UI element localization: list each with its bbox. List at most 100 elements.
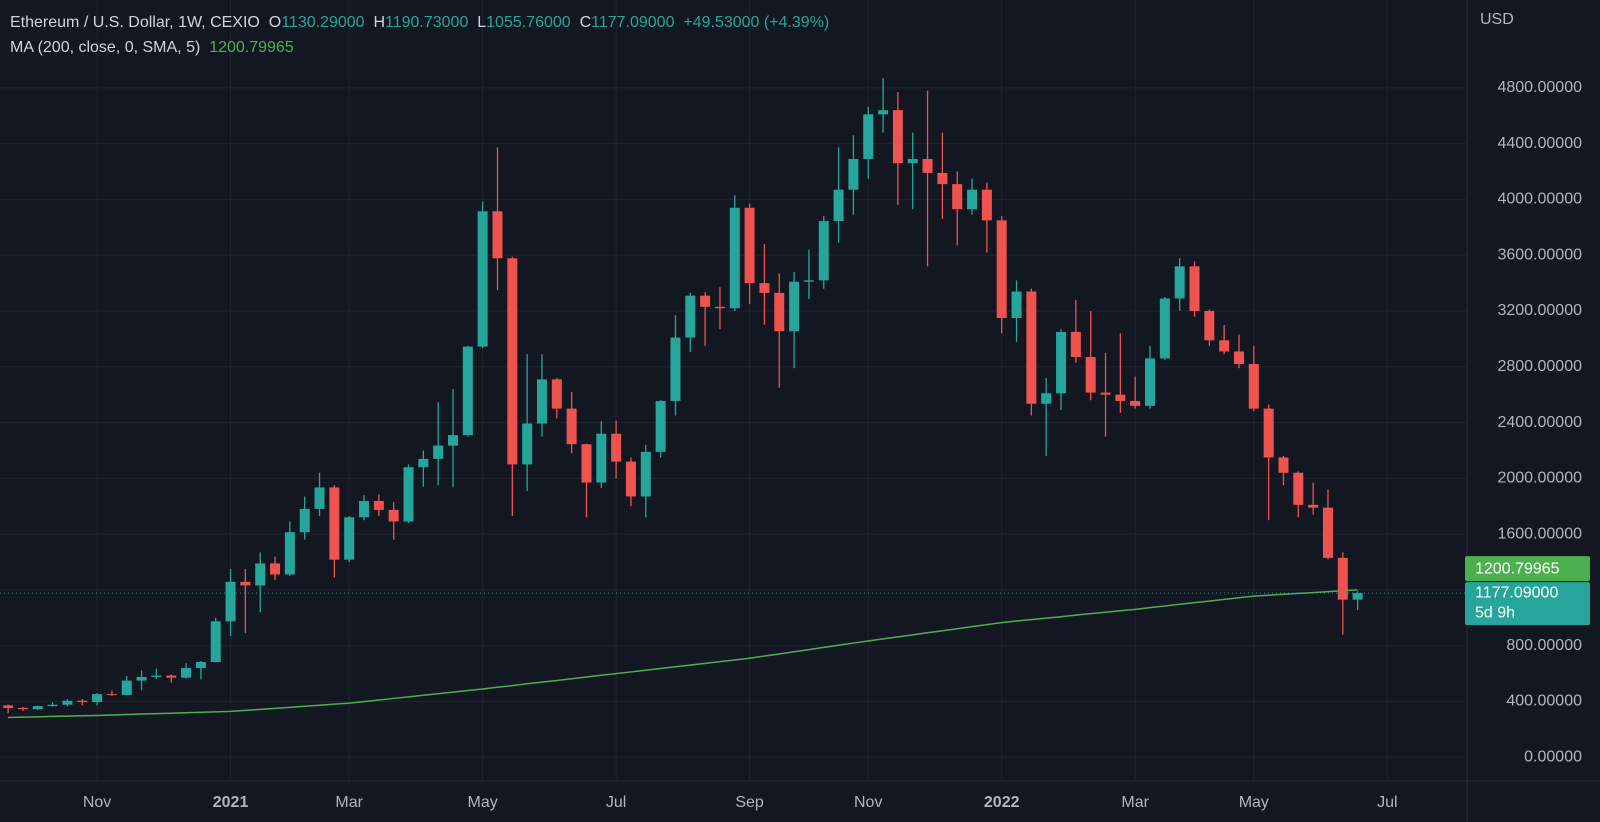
ohlc-value: 1177.09000 — [591, 14, 675, 31]
x-tick-label: 2021 — [213, 794, 249, 811]
candle-body — [1130, 400, 1141, 406]
indicator-name: MA (200, close, 0, SMA, 5) — [10, 39, 201, 56]
candle-body — [47, 704, 58, 707]
candle-body — [136, 676, 147, 681]
candle-body — [17, 707, 28, 710]
ohlc-key: O — [268, 14, 282, 31]
y-tick-label: 4800.00000 — [1497, 79, 1582, 96]
candle-body — [655, 400, 666, 452]
candle-body — [388, 509, 399, 522]
y-tick-label: 800.00000 — [1506, 637, 1582, 654]
symbol-legend: Ethereum / U.S. Dollar, 1W, CEXIO O1130.… — [10, 14, 829, 32]
candle-body — [240, 581, 251, 586]
candle-body — [329, 487, 340, 560]
candle-body — [1263, 408, 1274, 458]
candle-body — [848, 158, 859, 190]
candle-body — [818, 221, 829, 281]
candle-body — [403, 467, 414, 522]
candle-body — [536, 379, 547, 424]
candle-body — [774, 292, 785, 332]
candle-body — [1308, 504, 1319, 508]
y-tick-label: 3600.00000 — [1497, 246, 1582, 263]
candle-body — [477, 211, 488, 347]
candle-body — [996, 220, 1007, 318]
candle-body — [181, 668, 192, 678]
candle-body — [833, 189, 844, 222]
candle-body — [507, 258, 518, 465]
ma-value-tag — [1465, 556, 1590, 582]
candle-body — [596, 433, 607, 483]
candle-body — [1026, 291, 1037, 404]
candle-body — [551, 379, 562, 409]
candle-body — [106, 694, 117, 696]
candle-body — [344, 517, 355, 560]
candle-body — [981, 189, 992, 221]
symbol-title: Ethereum / U.S. Dollar, 1W, CEXIO — [10, 14, 260, 31]
candle-body — [878, 110, 889, 115]
candle-body — [640, 451, 651, 497]
candle-body — [92, 694, 103, 703]
candle-body — [210, 621, 221, 663]
candle-body — [1056, 331, 1067, 394]
last-price-tag — [1465, 582, 1590, 626]
x-tick-label: Mar — [335, 794, 363, 811]
candle-body — [462, 346, 473, 436]
candle-body — [1115, 394, 1126, 401]
candle-body — [32, 706, 43, 710]
candle-body — [729, 207, 740, 309]
candle-body — [1159, 298, 1170, 359]
candle-body — [1204, 311, 1215, 341]
candle-body — [418, 458, 429, 468]
candle-body — [789, 281, 800, 332]
candle-body — [714, 306, 725, 309]
candle-body — [922, 158, 933, 173]
candle-body — [448, 435, 458, 446]
candle-body — [255, 563, 266, 586]
candle-body — [314, 487, 325, 509]
candle-body — [522, 423, 533, 465]
indicator-value: 1200.79965 — [209, 39, 294, 56]
candle-body — [937, 172, 948, 185]
candle-body — [670, 337, 681, 401]
currency-label: USD — [1480, 11, 1514, 28]
candle-body — [611, 433, 622, 462]
candle-body — [892, 110, 903, 164]
y-tick-label: 3200.00000 — [1497, 302, 1582, 319]
candle-body — [62, 700, 73, 705]
ma-value-tag-label: 1200.79965 — [1475, 560, 1560, 577]
x-tick-label: Nov — [83, 794, 111, 811]
candle-body — [907, 158, 918, 164]
candle-body — [685, 295, 696, 338]
candle-body — [1041, 393, 1052, 404]
candle-body — [121, 680, 132, 695]
candle-body — [1337, 557, 1348, 600]
ohlc-key: L — [477, 14, 487, 31]
candle-body — [195, 662, 206, 669]
candle-body — [952, 184, 963, 210]
x-tick-label: Sep — [735, 794, 764, 811]
candle-body — [284, 532, 295, 575]
indicator-legend[interactable]: MA (200, close, 0, SMA, 5) 1200.79965 — [10, 39, 294, 57]
x-tick-label: May — [1239, 794, 1269, 811]
candle-body — [492, 211, 503, 259]
candle-body — [299, 508, 310, 533]
candle-body — [625, 461, 636, 497]
candle-body — [1322, 507, 1333, 558]
y-tick-label: 2400.00000 — [1497, 414, 1582, 431]
y-tick-label: 2000.00000 — [1497, 470, 1582, 487]
candle-body — [1278, 457, 1289, 473]
x-tick-label: May — [468, 794, 498, 811]
candle-body — [433, 445, 444, 459]
candle-body — [1352, 593, 1363, 600]
candle-body — [1189, 266, 1200, 312]
y-tick-label: 4000.00000 — [1497, 191, 1582, 208]
candle-body — [3, 705, 14, 708]
ohlc-value: 1055.76000 — [486, 14, 571, 31]
ohlc-value: 1190.73000 — [385, 14, 469, 31]
candle-body — [1085, 357, 1096, 393]
candle-body — [151, 675, 162, 677]
candle-body — [166, 675, 177, 678]
candle-body — [359, 500, 370, 518]
candle-body — [225, 581, 236, 622]
